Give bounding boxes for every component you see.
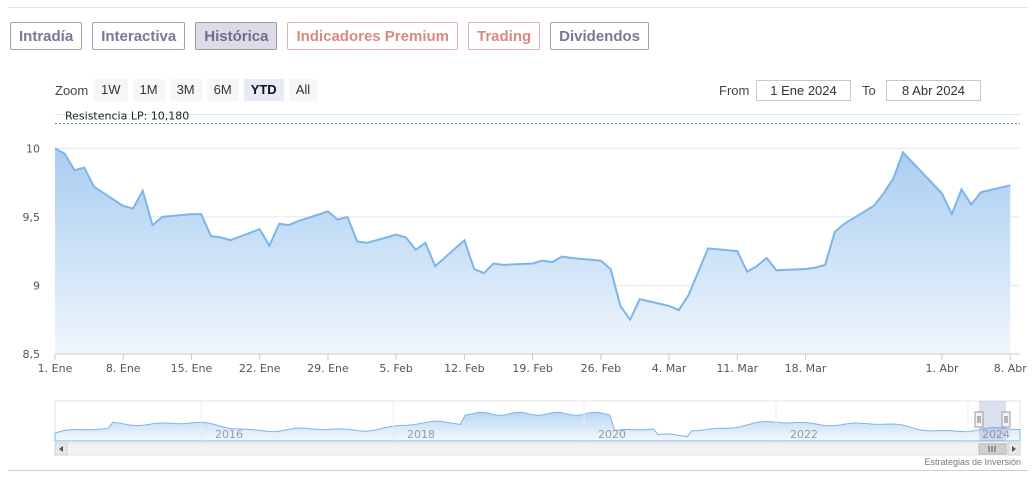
zoom-button-ytd[interactable]: YTD — [243, 79, 284, 101]
navigator-year-label: 2024 — [982, 428, 1010, 441]
tab-bar: Intradía Interactiva Histórica Indicadores … — [10, 22, 650, 50]
from-label: From — [719, 83, 750, 98]
toolbar-divider — [55, 114, 1022, 115]
from-date-input[interactable]: 1 Ene 2024 — [756, 80, 851, 101]
zoom-label: Zoom — [55, 83, 89, 98]
x-tick-label: 8. Abr — [994, 362, 1027, 375]
y-tick-label: 9,5 — [23, 211, 41, 224]
x-tick-label: 18. Mar — [785, 362, 827, 375]
x-tick-label: 5. Feb — [379, 362, 412, 375]
zoom-button-1m[interactable]: 1M — [132, 79, 165, 101]
navigator-series — [54, 411, 1021, 442]
tab-interactiva[interactable]: Interactiva — [92, 22, 186, 50]
to-label: To — [862, 83, 876, 98]
x-tick-label: 1. Abr — [926, 362, 959, 375]
navigator-year-label: 2020 — [598, 428, 626, 441]
zoom-button-1w[interactable]: 1W — [94, 79, 128, 101]
scrollbar-track[interactable] — [54, 442, 1021, 456]
bottom-divider — [8, 470, 1028, 471]
arrow-left-icon — [59, 446, 63, 452]
navigator-year-label: 2016 — [215, 428, 243, 441]
navigator-handle-right[interactable] — [1001, 411, 1011, 428]
y-tick-label: 8,5 — [23, 348, 41, 361]
zoom-button-6m[interactable]: 6M — [206, 79, 239, 101]
x-tick-label: 29. Ene — [307, 362, 349, 375]
chart-credit[interactable]: Estrategias de Inversión — [924, 457, 1021, 467]
x-tick-label: 22. Ene — [239, 362, 281, 375]
y-tick-label: 10 — [26, 142, 40, 155]
zoom-button-all[interactable]: All — [288, 79, 318, 101]
x-tick-label: 8. Ene — [106, 362, 141, 375]
x-tick-label: 11. Mar — [716, 362, 758, 375]
navigator-year-label: 2022 — [790, 428, 818, 441]
zoom-button-3m[interactable]: 3M — [169, 79, 202, 101]
tab-trading[interactable]: Trading — [468, 22, 541, 50]
x-tick-label: 19. Feb — [512, 362, 552, 375]
tab-intrad-a[interactable]: Intradía — [10, 22, 83, 50]
tab-indicadores-premium[interactable]: Indicadores Premium — [287, 22, 458, 50]
to-date-input[interactable]: 8 Abr 2024 — [886, 80, 981, 101]
resistance-label: Resistencia LP: 10,180 — [65, 110, 189, 123]
x-tick-label: 12. Feb — [444, 362, 484, 375]
zoom-buttons: 1W 1M 3M 6M YTD All — [94, 79, 318, 101]
x-tick-label: 4. Mar — [652, 362, 687, 375]
tab-dividendos[interactable]: Dividendos — [550, 22, 650, 50]
arrow-right-icon — [1012, 446, 1016, 452]
x-tick-label: 1. Ene — [38, 362, 73, 375]
navigator-handle-left[interactable] — [974, 411, 984, 428]
price-area — [55, 148, 1011, 354]
top-divider — [8, 7, 1028, 8]
x-tick-label: 15. Ene — [171, 362, 213, 375]
x-tick-label: 26. Feb — [581, 362, 621, 375]
y-tick-label: 9 — [33, 279, 40, 292]
price-line — [54, 147, 1011, 322]
tab-hist-rica[interactable]: Histórica — [195, 22, 278, 50]
navigator-year-label: 2018 — [407, 428, 435, 441]
